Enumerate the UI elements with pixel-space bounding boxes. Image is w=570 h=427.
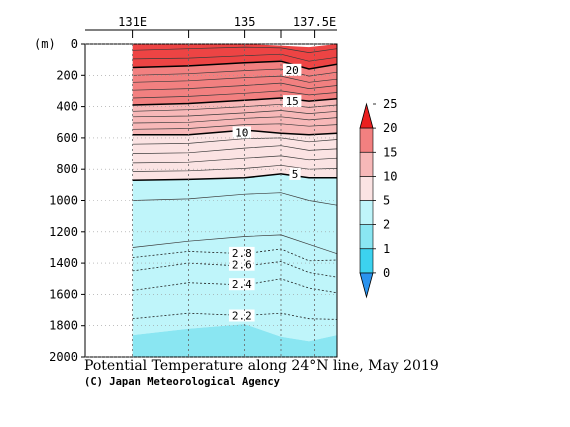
contour-label-bg	[283, 63, 302, 76]
colorbar-segment	[359, 224, 374, 250]
contour-label-15: 15	[286, 95, 299, 108]
y-tick-label: 1200	[49, 225, 78, 239]
contour-line-2.2	[132, 312, 337, 320]
minor-contour-line	[132, 137, 337, 145]
contour-label-bg	[283, 95, 302, 108]
y-tick-label: 1400	[49, 256, 78, 270]
colorbar-tick-label: 20	[383, 121, 397, 135]
y-tick-label: 800	[56, 162, 78, 176]
contour-label-2.2: 2.2	[232, 310, 252, 323]
x-tick-label: 137.5E	[293, 15, 336, 29]
band-1-2	[132, 324, 337, 357]
chart-credit: (C) Japan Meteorological Agency	[84, 376, 280, 388]
contour-label-2.8: 2.8	[232, 247, 252, 260]
colorbar-tick-label: 2	[383, 218, 390, 232]
x-tick-label: 135	[234, 15, 256, 29]
minor-contour-line	[132, 75, 337, 83]
contour-label-bg	[229, 246, 255, 259]
colorbar-tick-label: 10	[383, 169, 397, 183]
contour-label-bg	[229, 309, 255, 322]
y-tick-label: 2000	[49, 350, 78, 364]
minor-contour-line	[132, 90, 337, 99]
contour-label-bg	[229, 258, 255, 271]
y-tick-label: 1800	[49, 319, 78, 333]
minor-contour-line	[132, 110, 337, 118]
minor-contour-line	[132, 234, 337, 255]
x-tick-label: 131E	[118, 15, 147, 29]
contour-label-bg	[229, 278, 255, 291]
colorbar-tick-label: 15	[383, 145, 397, 159]
contour-line-2.8	[132, 248, 337, 262]
minor-contour-line	[132, 46, 337, 53]
colorbar-tick-label: 25	[383, 97, 397, 111]
minor-contour-line	[132, 192, 337, 206]
colorbar-tick-label: 1	[383, 242, 390, 256]
y-tick-label: 0	[71, 37, 78, 51]
contour-label-20: 20	[286, 64, 299, 77]
y-tick-label: 200	[56, 68, 78, 82]
contour-label-2.4: 2.4	[232, 278, 252, 291]
band-5-10	[132, 130, 337, 181]
minor-contour-line	[132, 155, 337, 164]
contour-label-10: 10	[235, 126, 248, 139]
colorbar-top-arrow	[359, 102, 374, 129]
contour-label-bg	[232, 126, 251, 139]
y-unit-label: (m)	[34, 37, 56, 51]
colorbar-tick-label: 0	[383, 266, 390, 280]
y-tick-label: 600	[56, 131, 78, 145]
no-data-mask	[85, 44, 133, 357]
contour-label-bg	[289, 167, 301, 180]
colorbar-segment	[359, 200, 374, 225]
chart-title: Potential Temperature along 24°N line, M…	[84, 358, 439, 374]
contour-line-15	[132, 97, 337, 106]
contour-line-5	[132, 173, 337, 181]
contour-label-2.6: 2.6	[232, 259, 252, 272]
y-tick-label: 1000	[49, 194, 78, 208]
minor-contour-line	[132, 145, 337, 154]
y-tick-label: 1600	[49, 287, 78, 301]
colorbar-tick-label: 5	[383, 194, 390, 208]
colorbar-segment	[359, 127, 374, 153]
band-10-15	[132, 98, 337, 135]
contour-line-20	[132, 60, 337, 70]
colorbar-segment	[359, 152, 374, 177]
minor-contour-line	[132, 116, 337, 124]
contour-label-5: 5	[292, 168, 299, 181]
contour-line-2.6	[132, 261, 337, 278]
minor-contour-line	[132, 123, 337, 130]
y-tick-label: 400	[56, 100, 78, 114]
minor-contour-line	[132, 103, 337, 112]
minor-contour-line	[132, 53, 337, 62]
contour-line-10	[132, 129, 337, 136]
colorbar-bottom-arrow	[359, 272, 374, 299]
colorbar-segment	[359, 248, 374, 274]
colorbar-segment	[359, 176, 374, 201]
band-20-25	[132, 44, 337, 69]
minor-contour-line	[132, 82, 337, 91]
